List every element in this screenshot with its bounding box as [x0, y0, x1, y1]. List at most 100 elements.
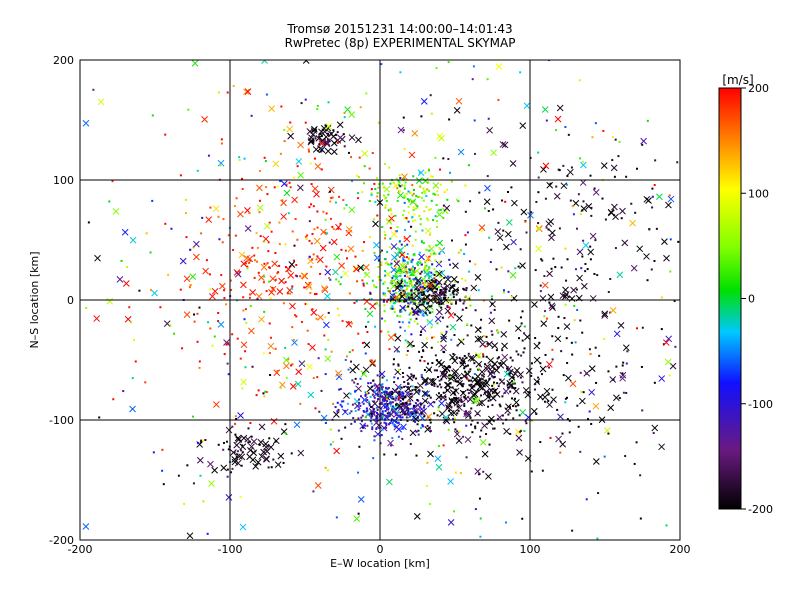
data-point-cross	[348, 206, 356, 214]
data-point-cross	[416, 382, 424, 389]
data-point-dot	[378, 304, 381, 307]
data-point-dot	[412, 192, 415, 195]
data-point-dot	[356, 382, 359, 385]
data-point-dot	[486, 394, 489, 397]
data-point-cross	[189, 273, 197, 280]
data-point-dot	[401, 427, 404, 430]
data-point-dot	[423, 302, 426, 305]
data-point-dot	[363, 410, 366, 413]
data-point-dot	[274, 251, 277, 254]
data-point-cross	[533, 342, 541, 350]
data-point-cross	[421, 341, 428, 349]
data-point-dot	[315, 293, 318, 296]
data-point-dot	[328, 241, 331, 244]
data-point-dot	[385, 423, 388, 426]
data-point-dot	[309, 291, 312, 294]
data-point-dot	[343, 145, 346, 148]
data-point-dot	[226, 91, 229, 94]
data-point-dot	[241, 177, 244, 180]
data-point-dot	[378, 427, 381, 430]
data-point-cross	[240, 341, 248, 349]
data-point-dot	[398, 415, 401, 418]
data-point-dot	[279, 152, 282, 155]
data-point-dot	[365, 92, 368, 95]
data-point-cross	[269, 275, 277, 283]
data-point-cross	[459, 389, 467, 397]
data-point-dot	[284, 346, 287, 349]
data-point-cross	[295, 368, 303, 376]
chart-title: Tromsø 20151231 14:00:00–14:01:43	[287, 22, 513, 36]
data-point-dot	[310, 242, 313, 245]
data-point-dot	[633, 462, 636, 465]
data-point-dot	[444, 296, 447, 299]
data-point-dot	[491, 333, 494, 336]
data-point-dot	[674, 345, 677, 348]
data-point-dot	[423, 297, 426, 300]
data-point-cross	[330, 148, 338, 156]
data-point-dot	[523, 325, 526, 328]
data-point-dot	[312, 205, 315, 208]
data-point-dot	[411, 412, 414, 415]
data-point-cross	[237, 210, 244, 218]
data-point-dot	[207, 321, 210, 324]
data-point-dot	[397, 300, 400, 303]
data-point-cross	[447, 409, 455, 417]
data-point-cross	[663, 254, 670, 262]
data-point-dot	[387, 408, 390, 411]
data-point-dot	[304, 302, 307, 305]
data-point-dot	[551, 348, 554, 351]
data-point-dot	[422, 241, 425, 244]
data-point-dot	[446, 188, 449, 191]
data-point-dot	[434, 299, 437, 302]
data-point-dot	[379, 414, 382, 417]
data-point-dot	[432, 291, 435, 294]
data-point-dot	[464, 370, 467, 373]
data-point-dot	[405, 217, 408, 220]
data-point-dot	[151, 199, 154, 202]
data-point-cross	[343, 392, 350, 399]
data-point-dot	[398, 190, 401, 193]
data-point-cross	[403, 235, 411, 243]
data-point-dot	[473, 152, 476, 155]
data-point-dot	[357, 175, 360, 178]
data-point-dot	[351, 403, 354, 406]
data-point-dot	[482, 355, 485, 358]
data-point-dot	[384, 234, 387, 237]
data-point-dot	[455, 300, 458, 303]
data-point-cross	[662, 339, 670, 346]
data-point-cross	[667, 195, 675, 203]
data-point-cross	[464, 410, 472, 417]
data-point-dot	[440, 302, 443, 305]
data-point-cross	[514, 325, 522, 332]
data-point-dot	[323, 334, 326, 337]
data-point-dot	[497, 356, 500, 359]
data-point-dot	[320, 389, 323, 392]
data-point-dot	[622, 361, 625, 364]
data-point-dot	[410, 289, 413, 292]
data-point-dot	[465, 376, 468, 379]
data-point-dot	[440, 300, 443, 303]
data-point-cross	[413, 388, 420, 396]
data-point-dot	[249, 421, 252, 424]
data-point-dot	[442, 277, 445, 280]
data-point-dot	[438, 247, 441, 250]
data-point-dot	[267, 280, 270, 283]
data-point-dot	[411, 389, 414, 392]
data-point-dot	[473, 119, 476, 122]
data-point-cross	[447, 519, 455, 526]
data-point-cross	[579, 397, 586, 405]
data-point-cross	[488, 317, 496, 325]
data-point-dot	[161, 448, 164, 451]
data-point-dot	[442, 337, 445, 340]
data-point-dot	[502, 229, 505, 232]
data-point-dot	[594, 346, 597, 349]
data-point-dot	[407, 410, 410, 413]
data-point-dot	[269, 297, 272, 300]
data-point-dot	[406, 281, 409, 284]
data-point-dot	[383, 304, 386, 307]
data-point-dot	[379, 298, 382, 301]
data-point-dot	[421, 293, 424, 296]
data-point-dot	[485, 335, 488, 338]
data-point-dot	[574, 268, 577, 271]
data-point-dot	[401, 300, 404, 303]
